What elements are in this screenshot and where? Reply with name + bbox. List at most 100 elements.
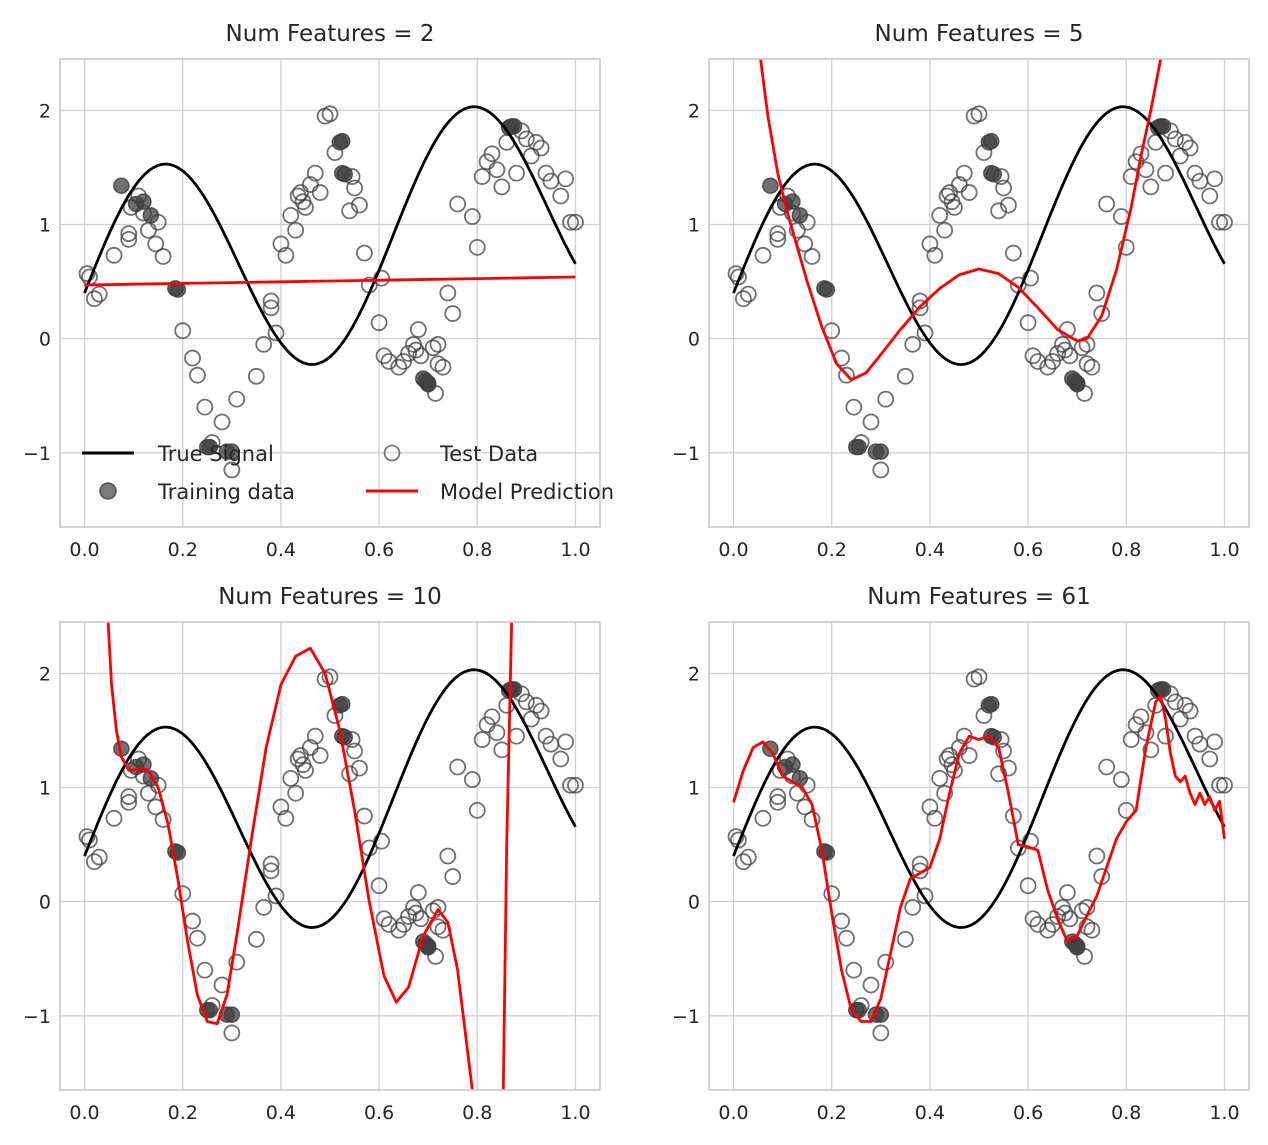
test-data-point bbox=[1083, 921, 1101, 939]
x-tick-label: 0.6 bbox=[364, 539, 394, 561]
training-data-point bbox=[1068, 376, 1086, 393]
test-data-point bbox=[228, 953, 246, 971]
test-data-point bbox=[1073, 339, 1091, 357]
test-data-point bbox=[734, 853, 752, 871]
test-data-point bbox=[727, 265, 745, 282]
test-data-point bbox=[896, 367, 914, 385]
test-data-point bbox=[292, 184, 309, 201]
test-data-point bbox=[351, 196, 368, 214]
test-data-point bbox=[424, 339, 442, 357]
x-tick-label: 0.6 bbox=[1013, 1102, 1043, 1124]
test-data-point bbox=[409, 884, 427, 901]
test-data-point bbox=[532, 139, 550, 157]
test-data-point bbox=[960, 184, 978, 201]
test-data-point bbox=[872, 461, 890, 479]
test-data-point bbox=[1166, 130, 1184, 148]
test-data-point bbox=[1061, 910, 1079, 928]
x-tick-label: 1.0 bbox=[1209, 1102, 1239, 1124]
test-data-point bbox=[1211, 213, 1228, 231]
test-data-point bbox=[769, 225, 787, 243]
test-data-point bbox=[990, 202, 1008, 220]
test-data-point bbox=[508, 164, 525, 182]
test-data-point bbox=[483, 708, 501, 726]
test-data-point bbox=[862, 976, 880, 994]
legend-true-signal-label: True Signal bbox=[157, 442, 274, 466]
test-data-point bbox=[527, 133, 545, 151]
y-tick-label: −1 bbox=[672, 443, 700, 465]
test-data-point bbox=[341, 202, 359, 220]
test-data-point bbox=[911, 862, 929, 880]
test-data-point bbox=[1000, 759, 1017, 777]
test-data-point bbox=[429, 355, 447, 373]
test-data-point bbox=[1137, 724, 1155, 742]
test-data-point bbox=[921, 235, 939, 253]
test-data-point bbox=[262, 855, 280, 873]
test-data-point bbox=[872, 1024, 890, 1042]
test-data-point bbox=[306, 727, 324, 745]
test-data-point bbox=[262, 862, 280, 880]
test-data-point bbox=[1122, 168, 1140, 185]
test-data-point bbox=[147, 235, 165, 253]
model-prediction-line bbox=[84, 275, 576, 287]
test-data-point bbox=[769, 788, 787, 806]
training-data-point bbox=[201, 438, 218, 456]
training-data-point bbox=[135, 193, 152, 210]
test-data-point bbox=[321, 105, 339, 123]
test-data-point bbox=[468, 801, 486, 819]
test-data-point bbox=[1117, 238, 1135, 256]
y-tick-label: −1 bbox=[23, 1006, 51, 1028]
test-data-point bbox=[78, 265, 96, 282]
test-data-point bbox=[287, 784, 305, 802]
test-data-point bbox=[463, 208, 481, 225]
test-data-point bbox=[272, 235, 290, 253]
test-data-point bbox=[1078, 918, 1096, 936]
test-data-point bbox=[90, 848, 108, 866]
x-tick-label: 0.4 bbox=[915, 1102, 945, 1124]
test-data-point bbox=[990, 765, 1008, 783]
test-data-point bbox=[282, 769, 300, 787]
test-data-point bbox=[488, 161, 506, 179]
legend-test-data-swatch bbox=[383, 444, 401, 462]
test-data-point bbox=[936, 784, 954, 802]
training-data-point bbox=[985, 166, 1002, 183]
test-data-point bbox=[429, 898, 447, 916]
training-data-point bbox=[983, 132, 1000, 150]
test-data-point bbox=[355, 244, 373, 262]
test-data-point bbox=[488, 724, 506, 742]
y-tick-label: 0 bbox=[688, 329, 700, 351]
test-data-point bbox=[1004, 244, 1022, 262]
test-data-point bbox=[351, 759, 368, 777]
test-data-point bbox=[292, 747, 309, 764]
training-data-point bbox=[872, 443, 890, 460]
test-data-point bbox=[734, 290, 752, 308]
test-data-point bbox=[1181, 702, 1199, 720]
test-data-point bbox=[931, 769, 949, 787]
training-data-point bbox=[113, 177, 130, 194]
test-data-point bbox=[81, 831, 98, 849]
test-data-point bbox=[562, 776, 579, 794]
test-data-point bbox=[803, 248, 821, 265]
test-data-point bbox=[1201, 750, 1219, 768]
test-data-point bbox=[1142, 741, 1160, 759]
test-data-point bbox=[247, 930, 265, 948]
training-data-point bbox=[334, 695, 351, 713]
test-data-point bbox=[1049, 345, 1066, 362]
test-data-point bbox=[105, 246, 123, 264]
test-data-point bbox=[1216, 213, 1233, 231]
test-data-point bbox=[390, 921, 408, 939]
test-data-point bbox=[272, 798, 290, 816]
x-tick-label: 0.6 bbox=[1013, 539, 1043, 561]
test-data-point bbox=[1019, 314, 1037, 332]
test-data-point bbox=[412, 910, 430, 928]
test-data-point bbox=[255, 335, 273, 353]
test-data-point bbox=[1132, 708, 1150, 726]
test-data-point bbox=[739, 848, 757, 866]
legend-test-data-label: Test Data bbox=[439, 442, 538, 466]
test-data-point bbox=[1022, 269, 1039, 287]
test-data-point bbox=[1142, 178, 1160, 196]
test-data-point bbox=[373, 832, 390, 850]
test-data-point bbox=[184, 349, 201, 367]
y-tick-label: 2 bbox=[688, 100, 700, 122]
panel-title: Num Features = 61 bbox=[867, 584, 1091, 610]
